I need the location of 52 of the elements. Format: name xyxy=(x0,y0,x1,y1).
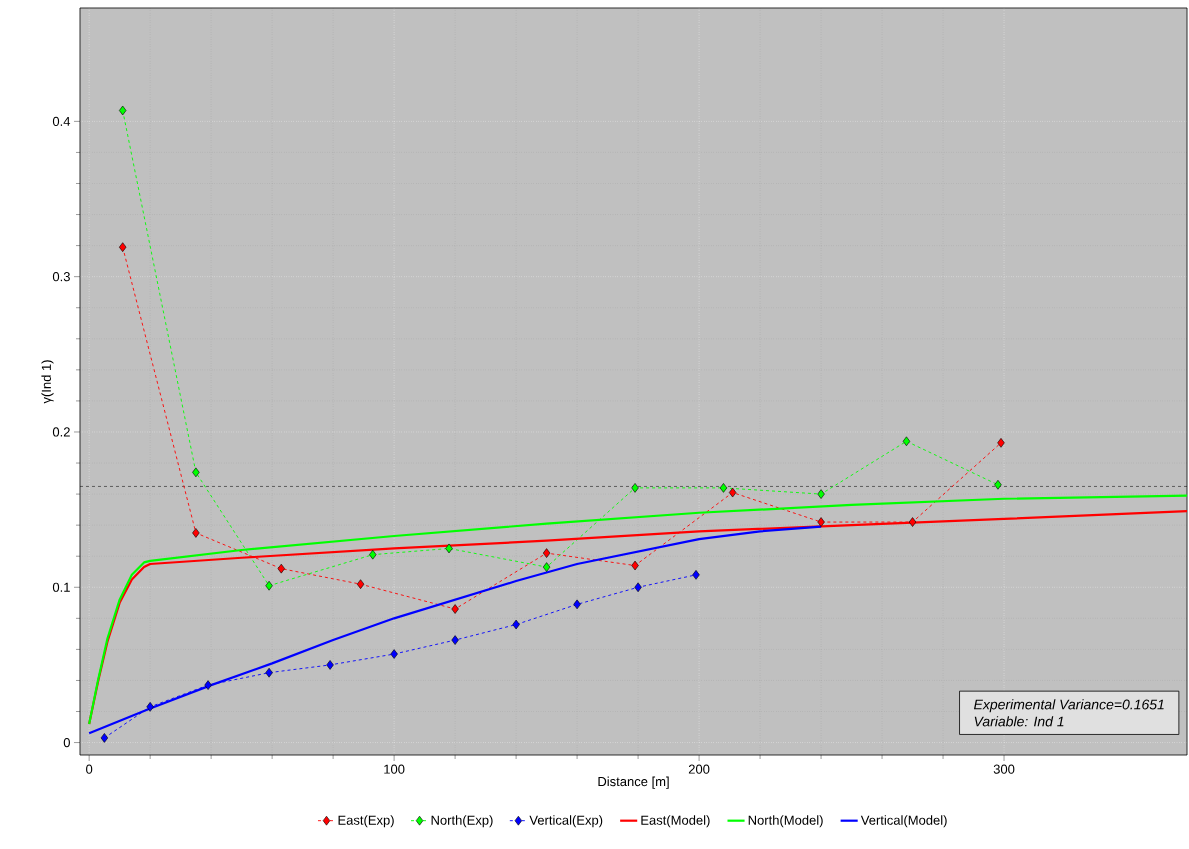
point xyxy=(542,548,551,558)
point xyxy=(356,579,365,589)
x-axis-title: Distance [m] xyxy=(598,776,669,789)
annotation: Experimental Variance=0.1651 xyxy=(973,699,1164,713)
point xyxy=(445,543,453,554)
x-tick-label: 0 xyxy=(86,764,93,774)
x-tick-label: 100 xyxy=(384,764,405,774)
point xyxy=(994,479,1002,490)
y-tick-label: 0.4 xyxy=(52,116,71,126)
point xyxy=(204,680,212,690)
point xyxy=(390,649,398,659)
point xyxy=(631,560,639,571)
legend-label: East(Model) xyxy=(641,815,710,828)
point xyxy=(512,619,520,630)
point xyxy=(192,467,200,478)
point xyxy=(326,660,334,670)
point xyxy=(277,563,285,574)
point xyxy=(997,438,1005,448)
point xyxy=(369,549,377,560)
point xyxy=(634,582,642,593)
y-axis-title: γ(Ind 1) xyxy=(41,360,54,404)
point xyxy=(692,570,700,580)
point xyxy=(265,580,273,591)
point xyxy=(451,604,459,614)
legend-label: Vertical(Exp) xyxy=(529,815,603,828)
point xyxy=(451,635,459,645)
point xyxy=(573,599,581,610)
point xyxy=(100,733,109,743)
point xyxy=(719,483,728,493)
point xyxy=(265,667,273,678)
point xyxy=(728,487,737,498)
legend-label: East(Exp) xyxy=(338,815,394,828)
legend-label: North(Exp) xyxy=(431,815,493,828)
x-tick-label: 200 xyxy=(688,764,710,774)
point xyxy=(146,702,154,712)
point xyxy=(119,242,127,252)
point xyxy=(908,517,917,527)
y-tick-label: 0 xyxy=(63,737,70,748)
point xyxy=(192,528,200,538)
point xyxy=(817,489,825,499)
y-tick-label: 0.3 xyxy=(52,272,70,282)
y-tick-label: 0.2 xyxy=(52,427,70,437)
x-tick-label: 300 xyxy=(993,764,1015,774)
point xyxy=(542,562,551,572)
point xyxy=(817,517,825,527)
y-tick-label: 0.1 xyxy=(52,582,70,592)
legend-label: North(Model) xyxy=(748,815,823,828)
legend-label: Vertical(Model) xyxy=(860,815,947,828)
point xyxy=(902,436,911,447)
point xyxy=(631,483,639,493)
annotation: Variable: Ind 1 xyxy=(974,716,1064,727)
point xyxy=(119,105,127,116)
